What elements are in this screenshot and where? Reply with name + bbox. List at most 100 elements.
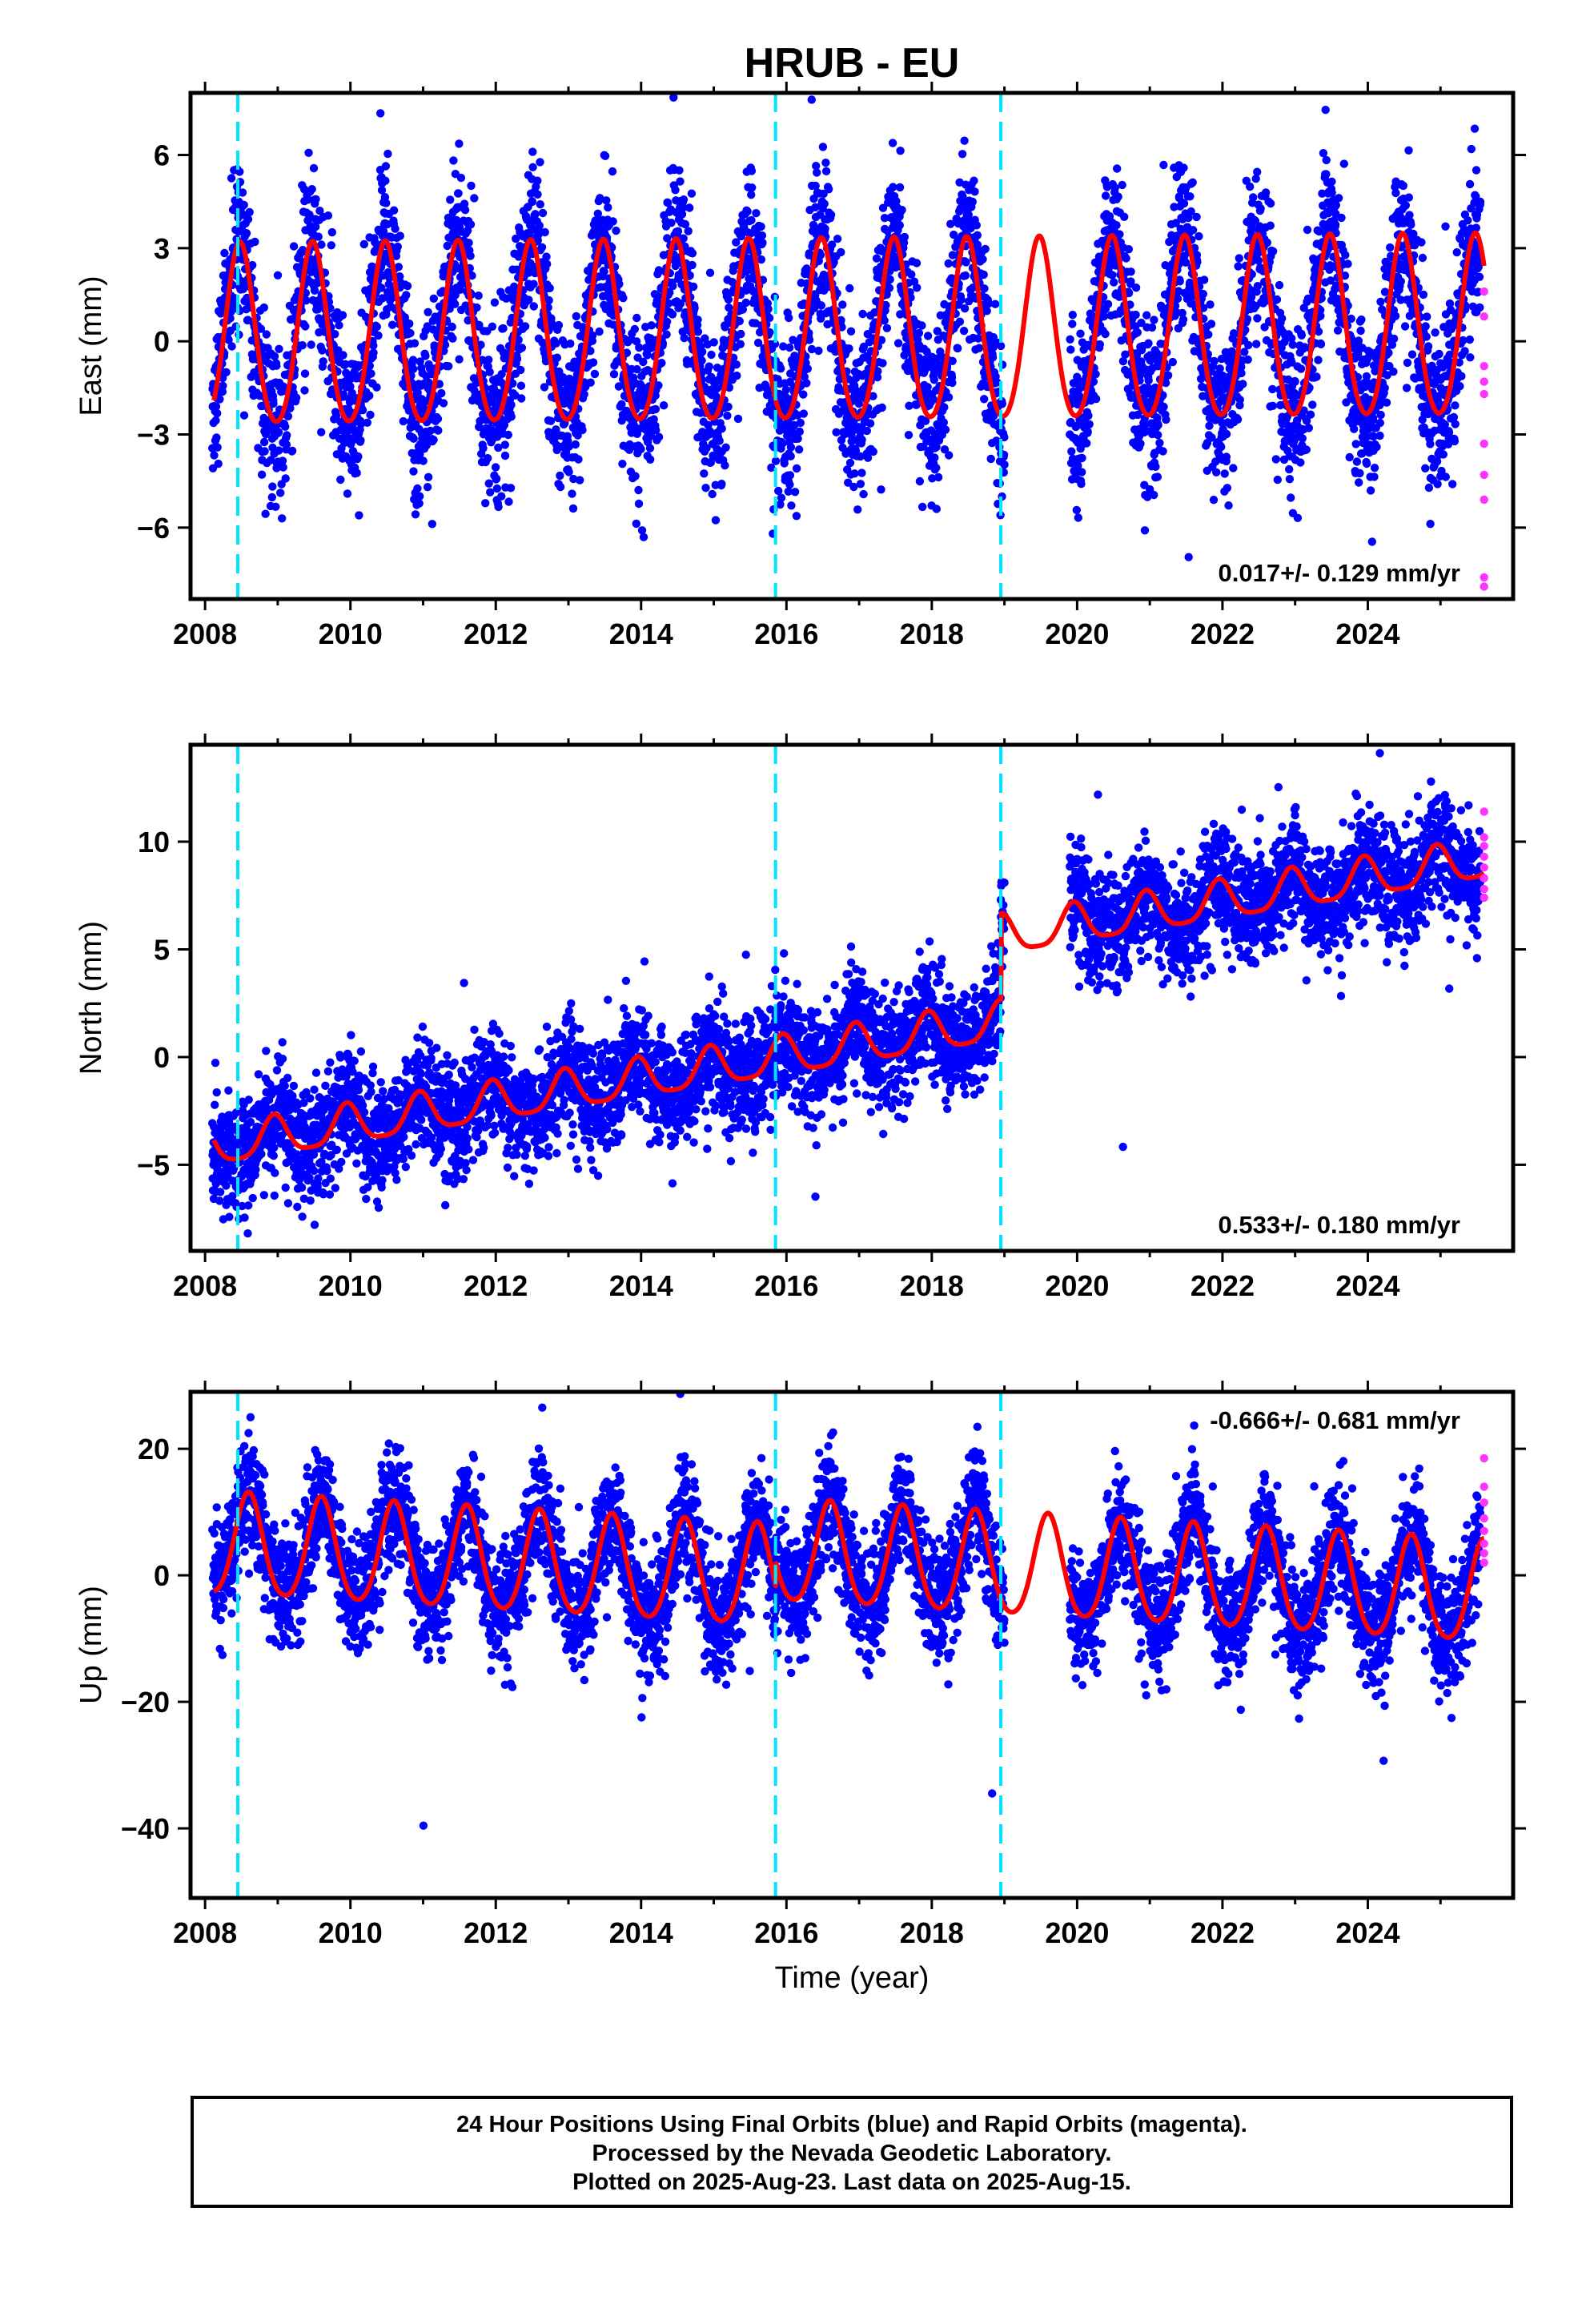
data-point [1154, 431, 1162, 440]
data-point [1078, 468, 1086, 476]
data-point [711, 516, 721, 525]
data-point [1204, 330, 1213, 339]
data-point [256, 324, 266, 333]
data-point [243, 215, 253, 223]
data-point [802, 379, 811, 388]
data-point [1278, 314, 1287, 323]
data-point [572, 312, 580, 321]
data-point [961, 271, 970, 280]
data-point [1217, 442, 1226, 452]
data-point [785, 343, 794, 352]
data-point [793, 434, 802, 443]
data-point [639, 357, 648, 367]
data-point [634, 485, 643, 495]
data-point [484, 454, 492, 463]
data-point [1179, 199, 1189, 208]
data-point [303, 195, 312, 204]
data-point [632, 313, 641, 323]
data-point [488, 322, 497, 331]
data-point [814, 346, 823, 356]
data-point [1357, 315, 1366, 324]
data-point [1074, 513, 1083, 522]
data-point [516, 381, 526, 390]
data-point [310, 286, 319, 295]
data-point [1082, 439, 1091, 448]
data-point [614, 382, 624, 391]
data-point [369, 348, 378, 357]
data-point [1370, 464, 1379, 472]
data-point [895, 221, 905, 230]
data-point [896, 147, 905, 155]
data-point [979, 270, 988, 279]
data-point [1131, 283, 1141, 292]
data-point [1246, 182, 1255, 191]
data-point [1222, 452, 1231, 461]
data-point [525, 229, 534, 239]
data-point [1291, 377, 1299, 386]
data-point [416, 492, 424, 501]
data-point [504, 497, 513, 506]
data-point [799, 390, 808, 399]
data-point [781, 385, 791, 394]
data-point [845, 344, 853, 353]
data-point [1091, 394, 1101, 404]
data-point [287, 446, 297, 456]
data-point [1271, 455, 1281, 464]
data-point [1367, 537, 1377, 546]
data-point [632, 364, 641, 374]
data-point [1078, 453, 1086, 463]
data-point [512, 355, 522, 364]
data-point [352, 468, 361, 477]
data-point [451, 300, 460, 308]
data-point [669, 93, 678, 103]
data-point [1334, 194, 1343, 203]
data-point [1339, 159, 1349, 168]
data-point [792, 464, 801, 473]
data-point [429, 294, 438, 303]
data-point [631, 472, 640, 480]
data-point [1302, 445, 1311, 454]
data-point [1391, 312, 1400, 320]
data-point [1375, 431, 1384, 440]
data-point [707, 350, 716, 360]
data-point [1159, 402, 1168, 412]
data-point [665, 288, 674, 297]
data-point [224, 336, 233, 344]
data-point [271, 502, 280, 511]
data-point [608, 167, 617, 176]
data-point [455, 139, 464, 148]
data-point [632, 429, 641, 438]
data-point [1341, 251, 1350, 259]
data-point [796, 418, 805, 428]
data-point [1184, 553, 1193, 561]
data-point [717, 480, 726, 489]
data-point [576, 476, 584, 485]
data-point [213, 408, 222, 418]
data-point [838, 300, 847, 309]
data-point [636, 444, 645, 453]
data-point [900, 232, 909, 242]
data-point [747, 167, 757, 175]
data-point [837, 247, 845, 257]
data-point [609, 370, 619, 379]
data-point [1253, 314, 1262, 323]
data-point [507, 400, 516, 409]
data-point [1243, 355, 1252, 364]
data-point [379, 227, 388, 235]
data-point [1120, 212, 1129, 221]
data-point [646, 431, 656, 440]
data-point [491, 463, 500, 472]
data-point [821, 224, 829, 233]
data-point [981, 244, 990, 254]
data-point [424, 308, 432, 316]
data-point [536, 200, 544, 209]
data-point [396, 272, 404, 281]
data-point [1173, 294, 1182, 304]
data-point [1401, 201, 1411, 210]
data-point [220, 248, 229, 258]
data-point [954, 344, 962, 353]
data-point [970, 176, 978, 185]
data-point [1224, 501, 1233, 510]
data-point [803, 364, 812, 373]
data-point [721, 461, 729, 470]
